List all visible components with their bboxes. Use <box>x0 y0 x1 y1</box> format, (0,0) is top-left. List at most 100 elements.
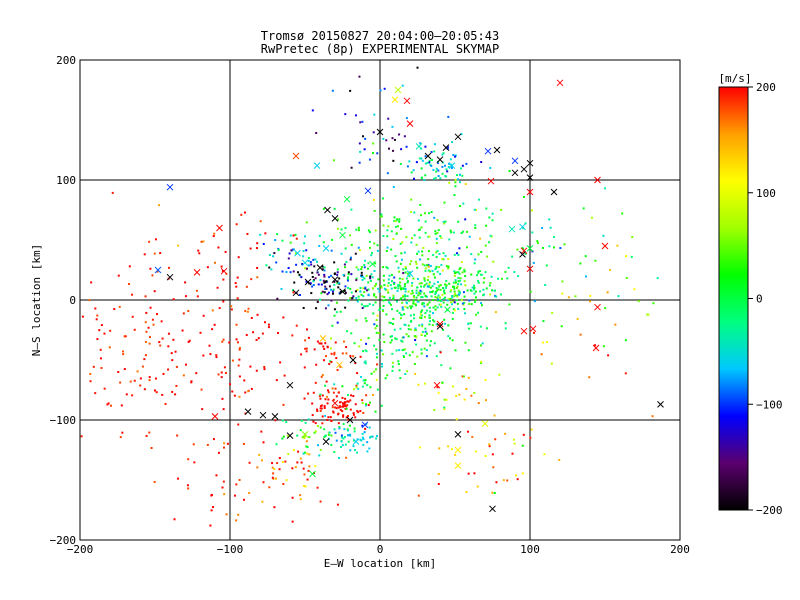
echo-dot <box>167 368 170 371</box>
echo-dot <box>336 282 339 285</box>
echo-dot <box>230 308 233 311</box>
echo-x-marker <box>526 174 534 181</box>
echo-dot <box>375 356 378 359</box>
echo-dot <box>173 518 176 521</box>
echo-dot <box>412 296 415 299</box>
echo-dot <box>229 383 232 386</box>
echo-dot <box>429 340 432 343</box>
echo-dot <box>482 288 485 291</box>
echo-dot <box>128 283 131 286</box>
echo-dot <box>504 432 507 435</box>
colorbar-tick-label: 200 <box>756 81 776 94</box>
echo-dot <box>464 275 467 278</box>
echo-dot <box>621 212 624 215</box>
echo-dot <box>133 328 136 331</box>
echo-dot <box>361 120 364 123</box>
echo-dot <box>313 348 316 351</box>
echo-dot <box>357 298 360 301</box>
echo-dot <box>397 266 400 269</box>
echo-dot <box>297 450 300 453</box>
echo-dot <box>324 307 327 310</box>
echo-dot <box>128 265 131 268</box>
echo-dot <box>328 285 331 288</box>
echo-dot <box>398 277 401 280</box>
echo-dot <box>373 323 376 326</box>
echo-dot <box>403 323 406 326</box>
echo-dot <box>181 329 184 332</box>
echo-dot <box>468 302 471 305</box>
echo-dot <box>381 365 384 368</box>
echo-dot <box>420 348 423 351</box>
echo-dot <box>531 231 534 234</box>
echo-dot <box>474 224 477 227</box>
echo-dot <box>468 235 471 238</box>
echo-dot <box>288 252 291 255</box>
echo-dot <box>409 328 412 331</box>
echo-dot <box>335 301 338 304</box>
echo-dot <box>430 151 433 154</box>
echo-dot <box>421 159 424 162</box>
echo-dot <box>353 342 356 345</box>
echo-dot <box>92 365 95 368</box>
echo-dot <box>390 339 393 342</box>
echo-dot <box>388 296 391 299</box>
echo-dot <box>449 290 452 293</box>
echo-dot <box>283 374 286 377</box>
echo-dot <box>338 426 341 429</box>
echo-dot <box>307 418 310 421</box>
echo-dot <box>369 277 372 280</box>
echo-dot <box>450 303 453 306</box>
echo-dot <box>433 409 436 412</box>
echo-dot <box>235 323 238 326</box>
echo-dot <box>225 513 228 516</box>
echo-dot <box>320 407 323 410</box>
echo-dot <box>431 269 434 272</box>
echo-x-marker <box>519 251 526 258</box>
echo-dot <box>131 315 134 318</box>
echo-dot <box>361 436 364 439</box>
echo-dot <box>467 376 470 379</box>
echo-dot <box>349 354 352 357</box>
echo-dot <box>602 345 605 348</box>
echo-dot <box>202 314 205 317</box>
echo-dot <box>147 326 150 329</box>
echo-dot <box>361 278 364 281</box>
echo-dot <box>385 139 388 142</box>
echo-dot <box>359 355 362 358</box>
echo-dot <box>443 296 446 299</box>
echo-dot <box>456 285 459 288</box>
echo-dot <box>159 344 162 347</box>
echo-dot <box>385 250 388 253</box>
echo-dot <box>405 145 408 148</box>
echo-dot <box>267 326 270 329</box>
echo-dot <box>350 243 353 246</box>
echo-dot <box>359 438 362 441</box>
echo-dot <box>396 225 399 228</box>
echo-dot <box>238 347 241 350</box>
echo-dot <box>450 448 453 451</box>
echo-dot <box>358 345 361 348</box>
echo-dot <box>553 236 556 239</box>
echo-dot <box>445 175 448 178</box>
echo-dot <box>338 292 341 295</box>
echo-dot <box>367 262 370 265</box>
echo-x-marker <box>550 188 558 196</box>
echo-dot <box>393 281 396 284</box>
colorbar-tick-label: −200 <box>756 504 783 517</box>
echo-dot <box>420 214 423 217</box>
echo-dot <box>278 457 281 460</box>
echo-dot <box>437 175 440 178</box>
echo-dot <box>330 443 333 446</box>
echo-dot <box>397 363 400 366</box>
echo-dot <box>443 406 446 409</box>
echo-dot <box>272 472 275 475</box>
echo-dot <box>594 344 597 347</box>
echo-dot <box>415 161 418 164</box>
echo-dot <box>609 268 612 271</box>
echo-dot <box>336 218 339 221</box>
echo-dot <box>330 434 333 437</box>
echo-dot <box>324 342 327 345</box>
echo-dot <box>489 234 492 237</box>
echo-dot <box>240 213 243 216</box>
